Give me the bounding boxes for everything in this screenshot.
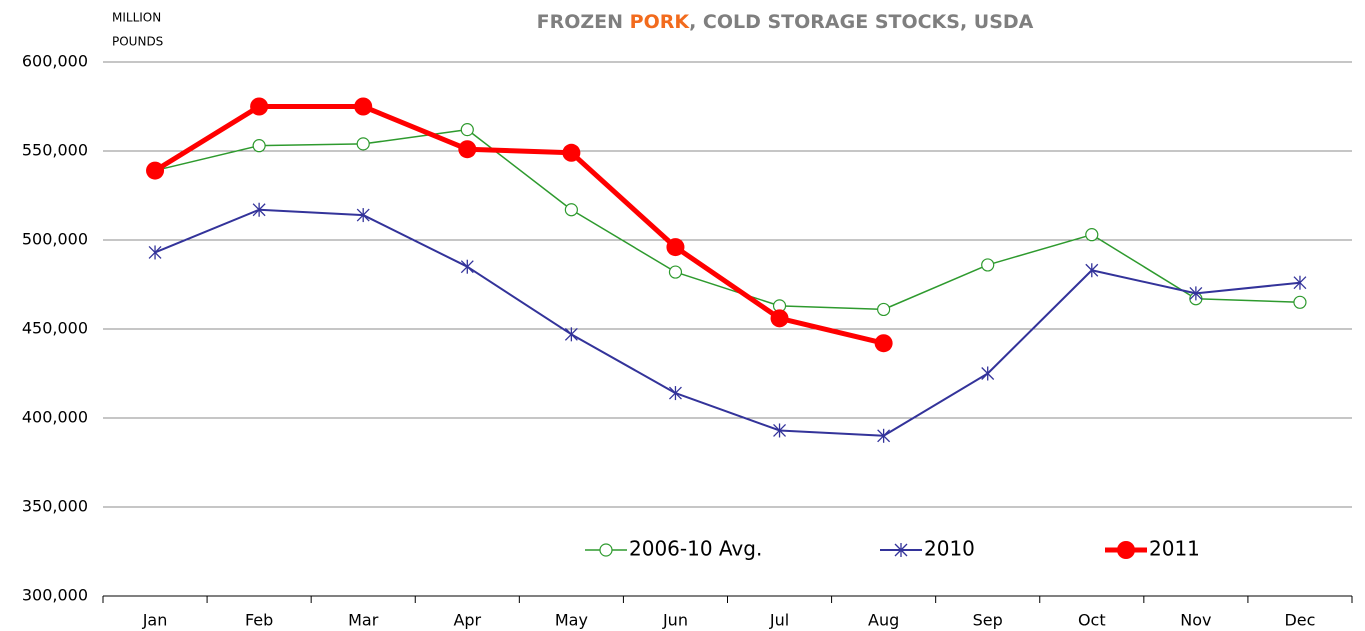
marker	[773, 423, 787, 438]
legend-marker	[894, 543, 908, 557]
marker	[562, 143, 581, 162]
x-tick-label: Aug	[868, 611, 899, 630]
y-axis-label: MILLION	[112, 11, 161, 25]
x-tick-label: Jan	[142, 611, 168, 630]
y-tick-label: 350,000	[22, 497, 88, 516]
marker	[981, 258, 995, 272]
y-tick-label: 400,000	[22, 408, 88, 427]
series-line	[153, 104, 885, 346]
x-tick-label: Jul	[769, 611, 789, 630]
marker	[356, 208, 370, 223]
marker	[1085, 263, 1099, 278]
marker	[1085, 228, 1099, 242]
y-tick-label: 600,000	[22, 52, 88, 71]
marker	[877, 428, 891, 443]
legend-label: 2011	[1149, 537, 1200, 561]
marker	[146, 161, 165, 180]
y-tick-label: 300,000	[22, 586, 88, 605]
marker	[668, 386, 682, 401]
marker	[1293, 275, 1307, 290]
title-part: FROZEN	[537, 11, 630, 33]
marker	[460, 123, 474, 137]
legend-marker	[1117, 541, 1135, 559]
series-line	[154, 128, 1300, 311]
marker	[252, 202, 266, 217]
x-tick-label: May	[555, 611, 588, 630]
marker	[1189, 286, 1203, 301]
marker	[666, 238, 685, 257]
marker	[668, 265, 683, 279]
y-axis-label: POUNDS	[112, 35, 163, 49]
x-tick-label: Nov	[1180, 611, 1211, 630]
chart-title: FROZEN PORK, COLD STORAGE STOCKS, USDA	[537, 11, 1034, 33]
marker	[460, 259, 474, 274]
marker	[770, 309, 789, 328]
marker	[148, 245, 162, 260]
marker	[874, 334, 893, 353]
x-tick-label: Sep	[973, 611, 1003, 630]
y-tick-label: 450,000	[22, 319, 88, 338]
legend-marker	[599, 543, 613, 557]
x-tick-label: Oct	[1078, 611, 1106, 630]
marker	[250, 97, 269, 116]
title-part: , COLD STORAGE STOCKS, USDA	[689, 11, 1034, 33]
marker	[354, 97, 373, 116]
marker	[564, 203, 578, 217]
y-tick-label: 500,000	[22, 230, 88, 249]
title-part: PORK	[630, 11, 691, 33]
y-tick-label: 550,000	[22, 141, 88, 160]
x-tick-label: Jun	[662, 611, 688, 630]
x-tick-label: Feb	[245, 611, 273, 630]
marker	[981, 366, 995, 381]
marker	[356, 137, 370, 151]
marker	[1293, 295, 1307, 309]
x-tick-label: Mar	[348, 611, 379, 630]
x-tick-label: Apr	[453, 611, 481, 630]
marker	[564, 327, 578, 342]
legend-label: 2006-10 Avg.	[629, 537, 762, 561]
marker	[252, 139, 266, 153]
series-line	[154, 208, 1301, 437]
x-tick-label: Dec	[1284, 611, 1315, 630]
marker	[458, 140, 477, 159]
legend-label: 2010	[924, 537, 975, 561]
marker	[877, 302, 891, 317]
